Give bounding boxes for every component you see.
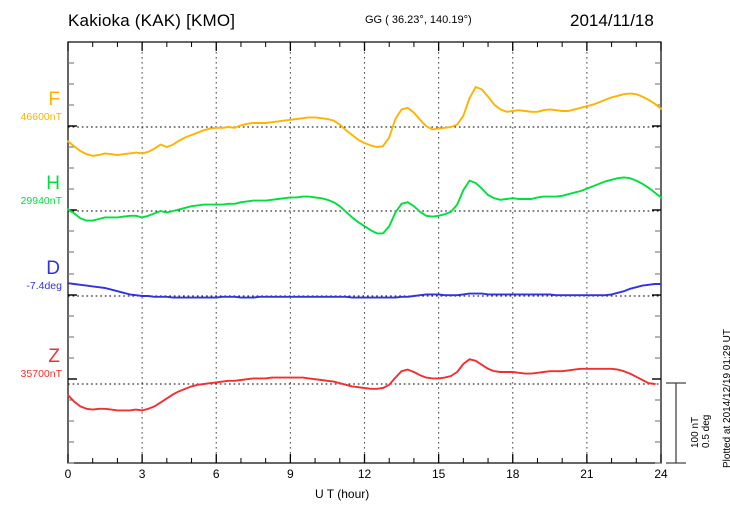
- trace-d: [67, 282, 662, 299]
- observation-date: 2014/11/18: [570, 11, 654, 30]
- component-letter-z: Z: [48, 346, 60, 367]
- x-tick-label: 18: [506, 467, 520, 481]
- x-tick-label: 0: [64, 467, 72, 481]
- component-baseline-z: 35700nT: [20, 368, 62, 380]
- trace-f: [67, 86, 662, 157]
- scale-label-nt: 100 nT: [690, 416, 701, 448]
- trace-z: [67, 358, 656, 412]
- scale-bar-label: 100 nT 0.5 deg: [690, 415, 712, 448]
- x-tick-label: 24: [654, 467, 668, 481]
- x-axis-label: U T (hour): [315, 487, 370, 501]
- component-letter-f: F: [48, 89, 60, 110]
- geographic-coordinates: GG ( 36.23°, 140.19°): [365, 14, 472, 26]
- component-letter-d: D: [46, 258, 60, 279]
- component-letter-h: H: [46, 173, 60, 194]
- x-tick-label: 9: [287, 467, 294, 481]
- trace-h: [67, 176, 662, 235]
- scale-label-deg: 0.5 deg: [701, 414, 712, 448]
- plotted-at-timestamp: Plotted at 2014/12/19 01:29 UT: [722, 329, 730, 468]
- component-baseline-f: 46600nT: [20, 111, 62, 123]
- x-tick-label: 12: [357, 467, 372, 481]
- x-tick-label: 6: [212, 467, 220, 481]
- x-tick-label: 21: [580, 467, 594, 481]
- component-baseline-d: -7.4deg: [26, 280, 62, 292]
- x-tick-label: 3: [138, 467, 146, 481]
- page-title: Kakioka (KAK) [KMO]: [68, 11, 236, 30]
- component-baseline-h: 29940nT: [20, 195, 62, 207]
- x-tick-label: 15: [431, 467, 446, 481]
